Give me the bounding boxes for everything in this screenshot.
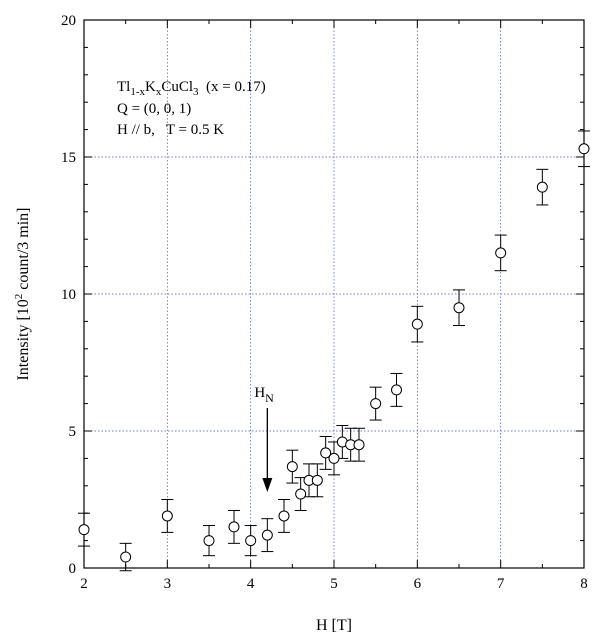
grid — [84, 20, 584, 568]
hn-marker: HN — [254, 385, 274, 492]
data-point — [370, 398, 382, 410]
data-point — [453, 302, 465, 314]
data-point — [411, 318, 423, 330]
hn-arrow-head — [262, 478, 273, 492]
y-tick-label: 10 — [61, 287, 76, 303]
data-point — [161, 510, 173, 522]
data-point — [295, 488, 307, 500]
y-tick-label: 15 — [61, 150, 76, 166]
data-point — [328, 452, 340, 464]
y-axis-title-pre: Intensity [10 — [15, 299, 32, 380]
x-tick-label: 2 — [80, 576, 88, 592]
data-point — [78, 524, 90, 536]
x-tick-label: 5 — [330, 576, 338, 592]
y-axis-title-post: count/3 min] — [15, 207, 32, 293]
x-tick-label: 8 — [580, 576, 588, 592]
x-axis-title: H [T] — [316, 617, 352, 634]
data-point — [578, 143, 590, 155]
y-tick-label: 0 — [69, 561, 77, 577]
tick-labels: 2 3 4 5 6 7 8 0 5 10 15 20 — [61, 13, 588, 592]
annotation-block: Tl1-xKxCuCl3 (x = 0.17) Q = (0, 0, 1) H … — [117, 79, 266, 138]
data-point — [261, 529, 273, 541]
data-point — [391, 384, 402, 396]
data-point — [203, 535, 215, 547]
data-point — [536, 181, 548, 193]
data-point — [353, 439, 365, 451]
plot-frame — [83, 19, 585, 569]
annotation-line-2: Q = (0, 0, 1) — [117, 101, 191, 117]
data-point — [320, 447, 332, 459]
y-tick-label: 20 — [61, 13, 76, 29]
y-axis-title: Intensity [102 count/3 min] — [13, 207, 32, 380]
y-axis-title-sup: 2 — [13, 294, 25, 300]
annotation-line-1: Tl1-xKxCuCl3 (x = 0.17) — [117, 79, 266, 98]
data-point — [495, 247, 507, 259]
x-tick-label: 7 — [497, 576, 505, 592]
data-point — [228, 521, 240, 533]
x-tick-label: 4 — [247, 576, 255, 592]
data-point — [311, 474, 323, 486]
data-point — [278, 510, 290, 522]
data-points — [78, 143, 590, 563]
hn-label: HN — [254, 385, 274, 405]
x-tick-label: 6 — [414, 576, 422, 592]
x-tick-label: 3 — [164, 576, 172, 592]
y-tick-label: 5 — [69, 424, 77, 440]
data-point — [245, 535, 257, 547]
data-point — [120, 551, 132, 563]
annotation-line-3: H // b, T = 0.5 K — [117, 122, 224, 138]
data-point — [286, 461, 298, 473]
